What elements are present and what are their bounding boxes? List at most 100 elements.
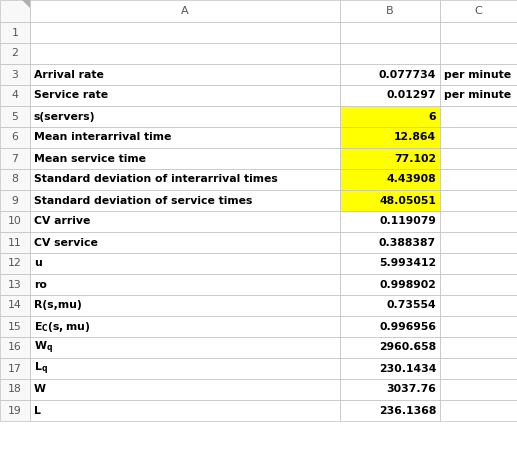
Bar — [30, 232, 340, 253]
Bar — [0, 190, 30, 211]
Bar — [0, 400, 30, 421]
Bar — [340, 337, 440, 358]
Text: 2: 2 — [11, 48, 19, 58]
Bar — [340, 274, 440, 295]
Bar — [30, 316, 340, 337]
Text: 13: 13 — [8, 280, 22, 289]
Text: A: A — [181, 6, 189, 16]
Bar — [340, 358, 440, 379]
Bar — [340, 232, 440, 253]
Bar — [30, 211, 340, 232]
Bar — [440, 169, 517, 190]
Bar — [440, 148, 517, 169]
Text: 19: 19 — [8, 405, 22, 415]
Bar — [440, 232, 517, 253]
Bar — [0, 22, 30, 43]
Text: 0.077734: 0.077734 — [378, 69, 436, 80]
Bar — [340, 43, 440, 64]
Bar — [440, 190, 517, 211]
Text: 5.993412: 5.993412 — [379, 259, 436, 269]
Text: 0.119079: 0.119079 — [379, 217, 436, 227]
Bar — [30, 0, 340, 22]
Text: 9: 9 — [11, 196, 19, 206]
Text: 8: 8 — [11, 175, 19, 185]
Text: 15: 15 — [8, 322, 22, 331]
Bar — [0, 358, 30, 379]
Bar — [30, 85, 340, 106]
Text: 3: 3 — [11, 69, 19, 80]
Bar — [30, 22, 340, 43]
Bar — [30, 148, 340, 169]
Bar — [440, 274, 517, 295]
Text: 12.864: 12.864 — [394, 133, 436, 143]
Text: Arrival rate: Arrival rate — [34, 69, 104, 80]
Bar — [30, 295, 340, 316]
Text: 230.1434: 230.1434 — [378, 363, 436, 373]
Bar — [340, 22, 440, 43]
Bar — [30, 169, 340, 190]
Text: 236.1368: 236.1368 — [378, 405, 436, 415]
Bar — [440, 400, 517, 421]
Text: 6: 6 — [11, 133, 19, 143]
Text: 0.73554: 0.73554 — [386, 301, 436, 310]
Bar — [340, 85, 440, 106]
Bar — [30, 379, 340, 400]
Bar — [30, 190, 340, 211]
Text: 16: 16 — [8, 342, 22, 352]
Text: 4: 4 — [11, 90, 19, 101]
Bar — [440, 253, 517, 274]
Bar — [0, 85, 30, 106]
Bar — [440, 106, 517, 127]
Text: $\mathbf{L_q}$: $\mathbf{L_q}$ — [34, 360, 48, 377]
Bar — [340, 211, 440, 232]
Text: 77.102: 77.102 — [394, 154, 436, 164]
Bar — [440, 295, 517, 316]
Bar — [30, 64, 340, 85]
Bar — [440, 337, 517, 358]
Bar — [0, 127, 30, 148]
Bar — [30, 358, 340, 379]
Text: 1: 1 — [11, 27, 19, 37]
Bar — [0, 43, 30, 64]
Text: R(s,mu): R(s,mu) — [34, 301, 82, 310]
Bar — [340, 64, 440, 85]
Bar — [0, 379, 30, 400]
Text: 14: 14 — [8, 301, 22, 310]
Text: 11: 11 — [8, 238, 22, 248]
Bar — [340, 379, 440, 400]
Bar — [340, 169, 440, 190]
Text: 18: 18 — [8, 384, 22, 394]
Text: B: B — [386, 6, 394, 16]
Bar — [30, 253, 340, 274]
Bar — [440, 22, 517, 43]
Bar — [440, 316, 517, 337]
Bar — [0, 316, 30, 337]
Text: C: C — [475, 6, 482, 16]
Bar — [440, 64, 517, 85]
Bar — [440, 85, 517, 106]
Bar — [0, 337, 30, 358]
Bar — [440, 379, 517, 400]
Text: 0.996956: 0.996956 — [379, 322, 436, 331]
Text: $\mathbf{W_q}$: $\mathbf{W_q}$ — [34, 339, 53, 356]
Bar — [30, 400, 340, 421]
Bar — [340, 106, 440, 127]
Bar — [0, 274, 30, 295]
Text: 0.998902: 0.998902 — [379, 280, 436, 289]
Text: $\mathbf{E_C}$$\mathbf{(s,mu)}$: $\mathbf{E_C}$$\mathbf{(s,mu)}$ — [34, 319, 90, 334]
Bar — [340, 0, 440, 22]
Bar — [440, 211, 517, 232]
Bar — [340, 295, 440, 316]
Bar — [30, 127, 340, 148]
Text: W: W — [34, 384, 46, 394]
Text: per minute: per minute — [444, 69, 511, 80]
Bar — [340, 316, 440, 337]
Text: CV arrive: CV arrive — [34, 217, 90, 227]
Bar — [340, 148, 440, 169]
Text: 7: 7 — [11, 154, 19, 164]
Bar — [30, 106, 340, 127]
Bar — [0, 295, 30, 316]
Text: 0.388387: 0.388387 — [379, 238, 436, 248]
Text: 2960.658: 2960.658 — [379, 342, 436, 352]
Bar — [340, 190, 440, 211]
